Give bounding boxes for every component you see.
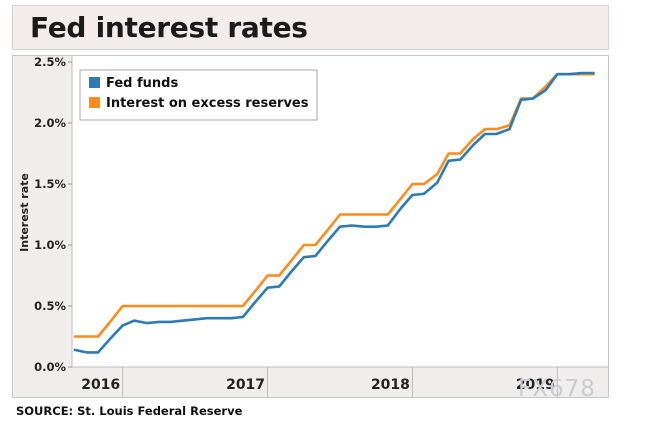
x-tick-label: 2018 — [371, 377, 410, 393]
page-title: Fed interest rates — [30, 11, 308, 44]
x-tick-label: 2017 — [226, 377, 265, 393]
y-tick-label: 0.5% — [34, 299, 66, 313]
legend-box — [79, 69, 318, 121]
y-tick-label: 2.5% — [34, 55, 66, 69]
x-axis-strip — [13, 367, 608, 397]
y-tick-label: 0.0% — [34, 360, 66, 374]
legend-swatch — [89, 77, 100, 88]
y-tick-label: 2.0% — [34, 116, 66, 130]
y-axis-title: Interest rate — [18, 173, 31, 252]
title-bar: Fed interest rates — [12, 5, 609, 50]
x-tick-label: 2019 — [516, 377, 555, 393]
y-axis-strip — [13, 56, 72, 397]
source-note: SOURCE: St. Louis Federal Reserve — [16, 404, 243, 418]
series-line-ioer — [73, 72, 595, 338]
y-tick-label: 1.0% — [34, 238, 66, 252]
legend-swatch — [89, 97, 100, 108]
x-tick-label: 2016 — [81, 377, 120, 393]
legend-label: Interest on excess reserves — [106, 96, 309, 111]
series-line-fed-funds — [73, 71, 595, 354]
watermark: FX678 — [518, 376, 596, 402]
legend-label: Fed funds — [106, 76, 178, 91]
y-tick-label: 1.5% — [34, 177, 66, 191]
